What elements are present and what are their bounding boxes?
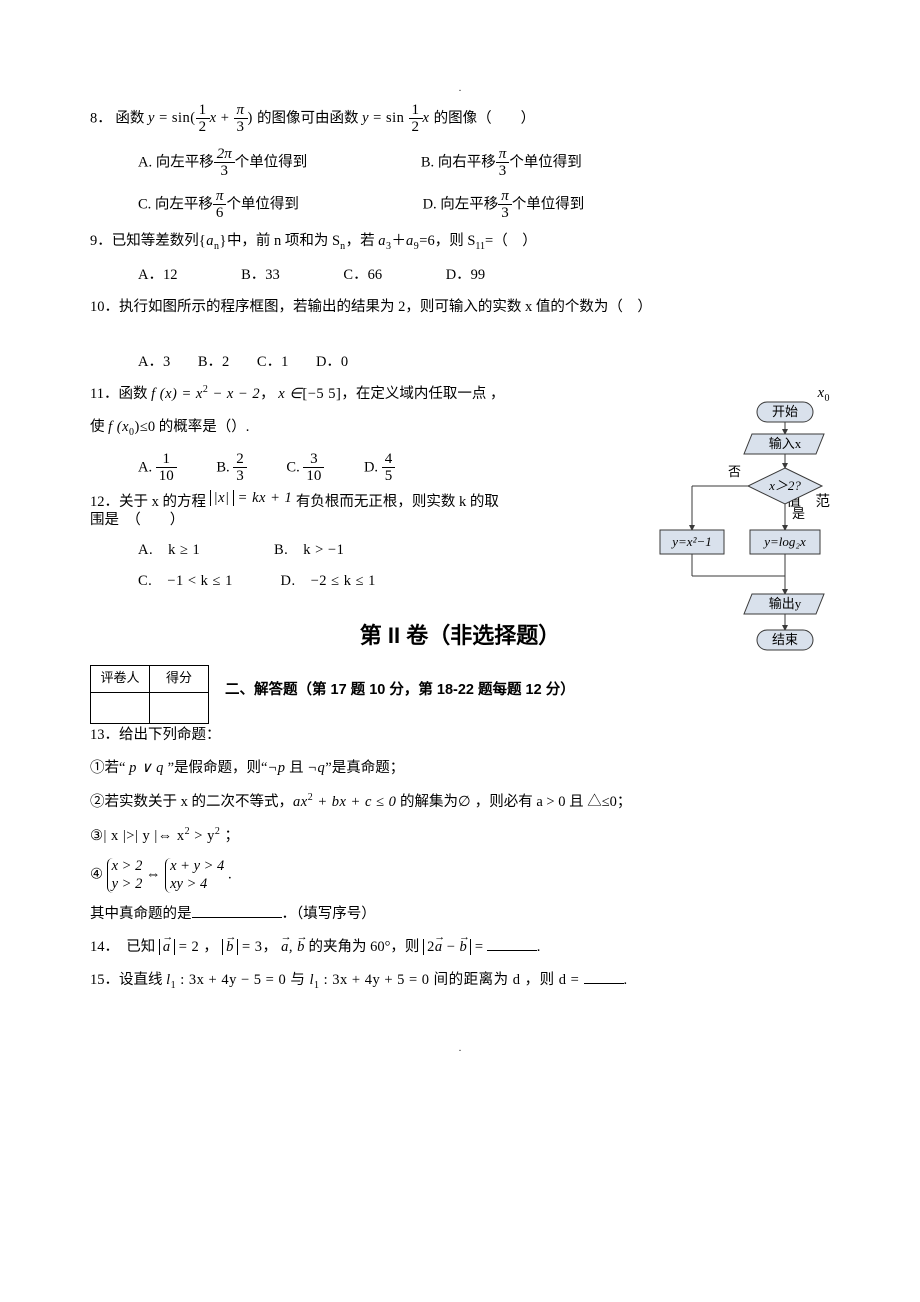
question-13: 13．给出下列命题： [90,724,830,747]
question-14: 14． 已知 a = 2 ， b = 3， a, b 的夹角为 60°，则 2a… [90,936,830,959]
q13-tail: 其中真命题的是．（填写序号） [90,903,830,926]
svg-text:y=x²−1: y=x²−1 [670,534,711,549]
q13-blank[interactable] [192,917,282,918]
q15-blank[interactable] [584,983,624,984]
q13-c2: ②若实数关于 x 的二次不等式，ax2 + bx + c ≤ 0 的解集为∅ ，… [90,790,830,814]
q10-options: A．3 B．2 C．1 D．0 [90,351,830,374]
flowchart: 开始 输入x x＞2? 否 是 y=x²−1 y=log₂x [642,398,852,678]
q8-func2: y = sin 12x [362,110,433,126]
q8-text-b: 的图像可由函数 [257,110,362,126]
q8-func1: y = sin(12x + π3) [148,110,257,126]
q8-options-row2: C. 向左平移π6个单位得到 D. 向左平移π3个单位得到 [90,188,830,222]
q13-c1: ①若“ p ∨ q ”是假命题，则“¬p 且 ¬q”是真命题； [90,757,830,780]
q13-c3: ③| x |>| y |⇔ x2 > y2 ； [90,824,830,848]
question-15: 15．设直线 l1 : 3x + 4y − 5 = 0 与 l1 : 3x + … [90,969,830,994]
svg-text:开始: 开始 [772,404,798,419]
svg-text:y=log₂x: y=log₂x [762,534,806,549]
svg-text:否: 否 [728,464,741,479]
svg-text:是: 是 [792,506,805,521]
question-9: 9．已知等差数列{an}中，前 n 项和为 Sn，若 a3＋a9=6，则 S11… [90,230,830,255]
q8-text-c: 的图像（ ） [434,110,536,126]
svg-text:结束: 结束 [772,632,798,647]
page-header-marker: . [90,60,830,102]
q8-text-a: 函数 [115,110,148,126]
q14-blank[interactable] [487,950,537,951]
question-10: 10．执行如图所示的程序框图，若输出的结果为 2，则可输入的实数 x 值的个数为… [90,296,830,319]
q8-options-row1: A. 向左平移2π3个单位得到 B. 向右平移π3个单位得到 [90,146,830,180]
q13-c4: ④ x > 2y > 2 ⇔ x + y > 4xy > 4 . [90,858,830,893]
q9-options: A．12 B．33 C．66 D．99 [90,264,830,287]
page-footer-marker: . [90,1004,830,1062]
svg-text:输入x: 输入x [769,436,802,451]
svg-text:输出y: 输出y [769,596,802,611]
q8-num: 8． [90,110,112,126]
score-table: 评卷人得分 [90,665,209,724]
svg-text:x＞2?: x＞2? [768,478,801,493]
question-8: 8． 函数 y = sin(12x + π3) 的图像可由函数 y = sin … [90,102,830,136]
